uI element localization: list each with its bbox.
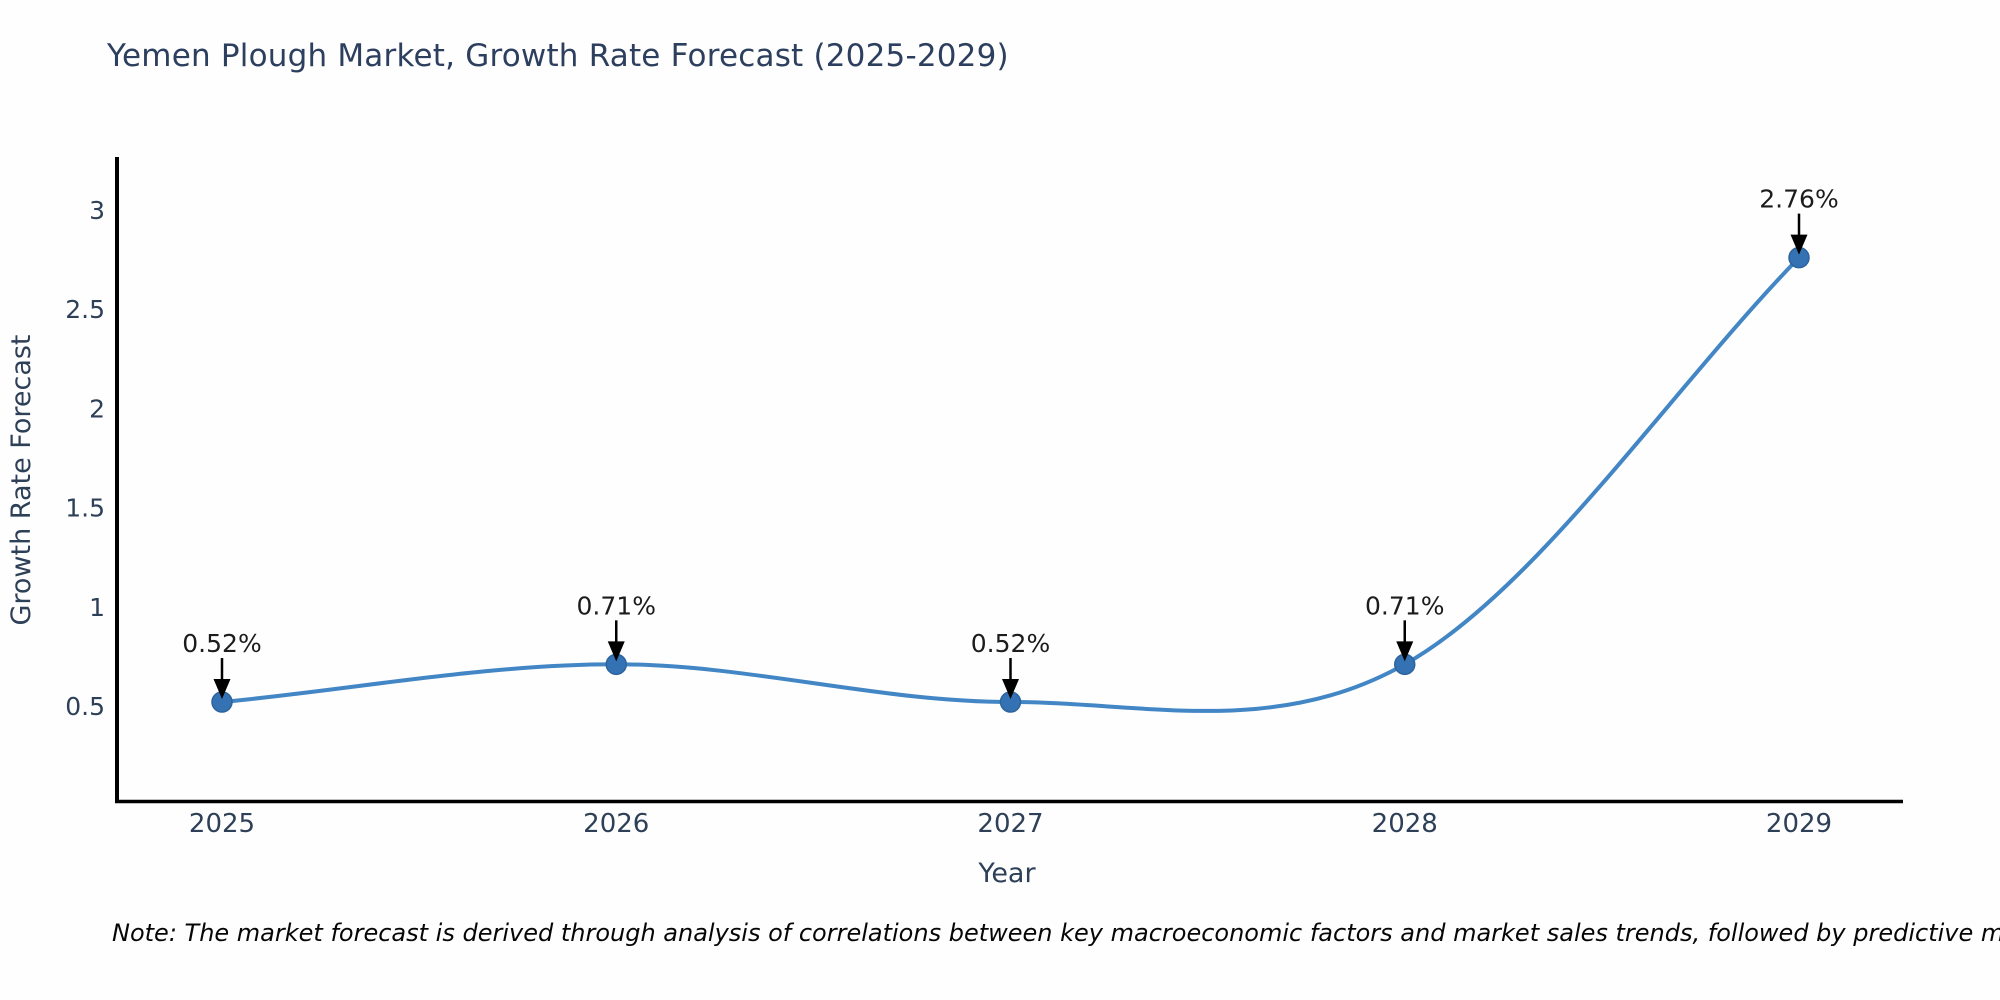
y-axis-title: Growth Rate Forecast <box>6 334 37 625</box>
growth-rate-series <box>211 246 1810 713</box>
x-tick-label: 2025 <box>189 809 255 839</box>
x-axis-title: Year <box>977 858 1036 889</box>
footnote: Note: The market forecast is derived thr… <box>112 919 2000 947</box>
annotation-2026: 0.71% <box>577 591 656 662</box>
annotation-label: 0.52% <box>971 629 1050 658</box>
annotation-2025: 0.52% <box>182 629 262 700</box>
chart-title: Yemen Plough Market, Growth Rate Forecas… <box>107 38 1009 74</box>
annotation-2027: 0.52% <box>971 629 1050 700</box>
y-tick-label: 1.5 <box>65 494 105 523</box>
y-tick-label: 2.5 <box>65 295 105 324</box>
annotation-label: 0.71% <box>1365 591 1444 620</box>
point-annotations: 0.52% 0.71% 0.52% 0.71% 2.76% <box>182 185 1839 700</box>
y-tick-label: 1 <box>89 593 105 622</box>
x-axis-tick-labels: 2025 2026 2027 2028 2029 <box>189 809 1832 839</box>
x-tick-label: 2026 <box>583 809 649 839</box>
annotation-arrowhead <box>607 641 625 662</box>
annotation-label: 2.76% <box>1759 185 1838 214</box>
annotation-2029: 2.76% <box>1759 185 1839 255</box>
annotation-label: 0.71% <box>577 591 656 620</box>
annotation-arrowhead <box>1790 234 1808 255</box>
x-tick-label: 2027 <box>977 809 1043 839</box>
annotation-arrowhead <box>1002 679 1019 700</box>
x-tick-label: 2028 <box>1372 809 1438 839</box>
annotation-label: 0.52% <box>182 629 261 658</box>
annotation-arrowhead <box>213 679 231 700</box>
annotation-2028: 0.71% <box>1365 591 1444 662</box>
series-line <box>220 255 1801 713</box>
annotation-arrowhead <box>1396 641 1414 662</box>
y-tick-label: 2 <box>89 394 105 423</box>
x-tick-label: 2029 <box>1766 809 1832 839</box>
y-axis-tick-labels: 0.5 1 1.5 2 2.5 3 <box>65 196 105 721</box>
y-tick-label: 3 <box>89 196 105 225</box>
y-tick-label: 0.5 <box>65 692 105 721</box>
